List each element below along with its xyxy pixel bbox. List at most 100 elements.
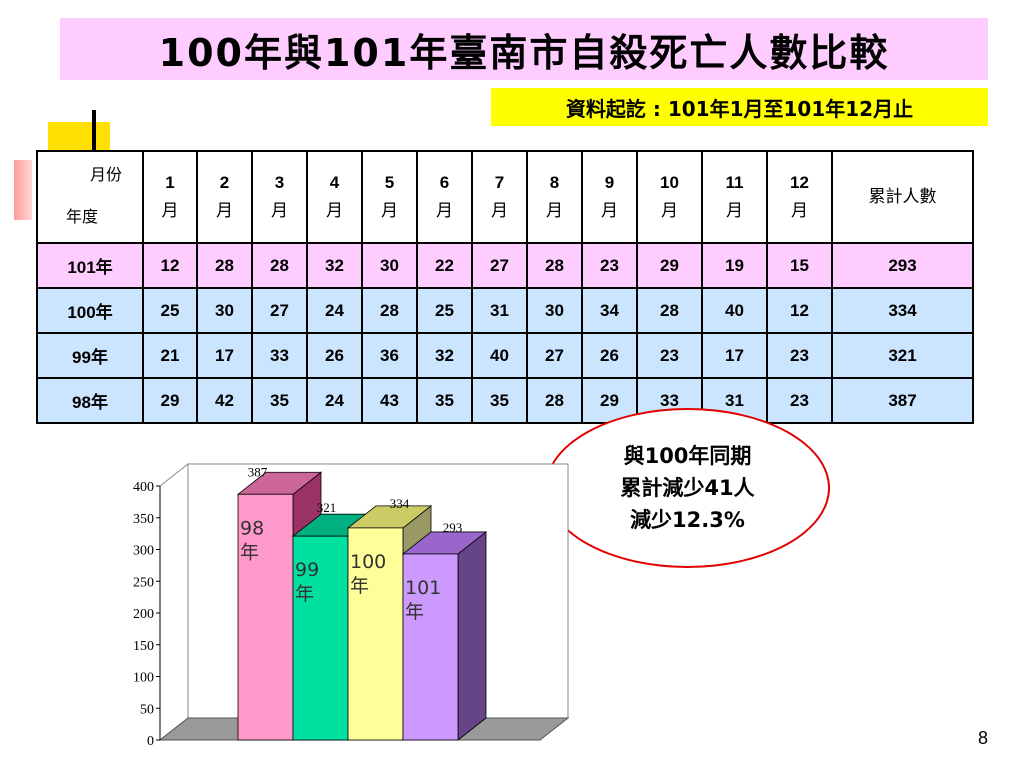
- summary-callout: 與100年同期 累計減少41人 減少12.3%: [545, 408, 830, 568]
- y-tick-label: 50: [140, 702, 154, 717]
- bar-category-unit: 年: [240, 541, 259, 563]
- month-number: 4: [329, 173, 340, 192]
- row-year-cell: 99年: [36, 332, 144, 379]
- month-number: 6: [439, 173, 450, 192]
- month-value-cell: 30: [361, 242, 418, 289]
- row-year-cell: 101年: [36, 242, 144, 289]
- row-total-cell: 334: [831, 287, 974, 334]
- decorative-red-block: [14, 160, 32, 220]
- decorative-yellow-block: [48, 122, 110, 150]
- bar-category-label: 100: [350, 551, 386, 573]
- month-number: 12: [790, 173, 809, 192]
- bar: [237, 493, 294, 741]
- month-value-cell: 26: [581, 332, 638, 379]
- y-tick-label: 400: [133, 480, 154, 495]
- row-total-cell: 321: [831, 332, 974, 379]
- callout-line-3: 減少12.3%: [630, 508, 745, 532]
- month-value-cell: 32: [306, 242, 363, 289]
- row-total-cell: 293: [831, 242, 974, 289]
- month-value-cell: 28: [196, 242, 253, 289]
- bar: [292, 535, 349, 741]
- month-value-cell: 23: [766, 332, 833, 379]
- month-value-cell: 33: [251, 332, 308, 379]
- row-total-cell: 387: [831, 377, 974, 424]
- month-unit: 月: [161, 201, 179, 220]
- y-tick-label: 350: [133, 512, 154, 527]
- page-number: 8: [978, 728, 989, 748]
- y-tick-label: 150: [133, 639, 154, 654]
- table-row: 98年 29 42 35 24 43 35 35 28 29 33 31 23 387: [36, 377, 974, 424]
- y-tick-label: 200: [133, 607, 154, 622]
- decorative-line: [92, 110, 96, 152]
- month-number: 8: [549, 173, 560, 192]
- month-value-cell: 30: [196, 287, 253, 334]
- bar-category-label: 101: [405, 577, 441, 599]
- total-header: 累計人數: [831, 150, 974, 244]
- month-number: 2: [219, 173, 230, 192]
- month-value-cell: 29: [581, 377, 638, 424]
- month-unit: 月: [601, 201, 618, 220]
- month-number: 3: [274, 173, 285, 192]
- chart-side-wall: [159, 462, 189, 742]
- month-unit: 月: [661, 201, 678, 220]
- bar-value-label: 334: [390, 496, 410, 511]
- month-value-cell: 25: [142, 287, 198, 334]
- slide-title: 100年與101年臺南市自殺死亡人數比較: [60, 18, 988, 80]
- year-axis-label: 年度: [66, 209, 99, 226]
- bar-category-label: 98: [240, 517, 264, 539]
- callout-line-1: 與100年同期: [623, 444, 752, 468]
- month-unit: 月: [491, 201, 508, 220]
- month-value-cell: 27: [251, 287, 308, 334]
- month-value-cell: 22: [416, 242, 473, 289]
- month-number: 9: [604, 173, 615, 192]
- month-unit: 月: [546, 201, 563, 220]
- month-header-12: 12 月: [766, 150, 833, 244]
- month-value-cell: 24: [306, 287, 363, 334]
- table-row: 100年 25 30 27 24 28 25 31 30 34 28 40 12 334: [36, 287, 974, 334]
- month-header-11: 11 月: [701, 150, 768, 244]
- month-value-cell: 25: [416, 287, 473, 334]
- month-value-cell: 40: [701, 287, 768, 334]
- bar-category-unit: 年: [295, 583, 314, 605]
- month-value-cell: 35: [471, 377, 528, 424]
- month-value-cell: 32: [416, 332, 473, 379]
- month-axis-label: 月份: [89, 167, 122, 184]
- month-value-cell: 27: [471, 242, 528, 289]
- month-number: 7: [494, 173, 505, 192]
- bar: [402, 553, 459, 741]
- month-value-cell: 28: [526, 377, 583, 424]
- month-value-cell: 29: [636, 242, 703, 289]
- month-value-cell: 28: [526, 242, 583, 289]
- bar-value-label: 293: [443, 520, 463, 535]
- month-value-cell: 23: [766, 377, 833, 424]
- bar: [347, 527, 404, 741]
- month-unit: 月: [271, 201, 288, 220]
- bar-category-label: 99: [295, 559, 319, 581]
- month-value-cell: 12: [142, 242, 198, 289]
- row-year-cell: 98年: [36, 377, 144, 424]
- month-value-cell: 12: [766, 287, 833, 334]
- bar-category-unit: 年: [405, 601, 424, 623]
- month-unit: 月: [791, 201, 808, 220]
- month-value-cell: 35: [251, 377, 308, 424]
- y-tick-label: 0: [147, 734, 154, 749]
- month-number: 1: [165, 173, 175, 192]
- month-value-cell: 36: [361, 332, 418, 379]
- month-value-cell: 26: [306, 332, 363, 379]
- month-value-cell: 31: [471, 287, 528, 334]
- month-unit: 月: [216, 201, 233, 220]
- month-value-cell: 17: [196, 332, 253, 379]
- month-value-cell: 34: [581, 287, 638, 334]
- bar-value-label: 321: [317, 500, 337, 515]
- bar-value-label: 387: [248, 464, 268, 479]
- bar-side: [457, 531, 487, 741]
